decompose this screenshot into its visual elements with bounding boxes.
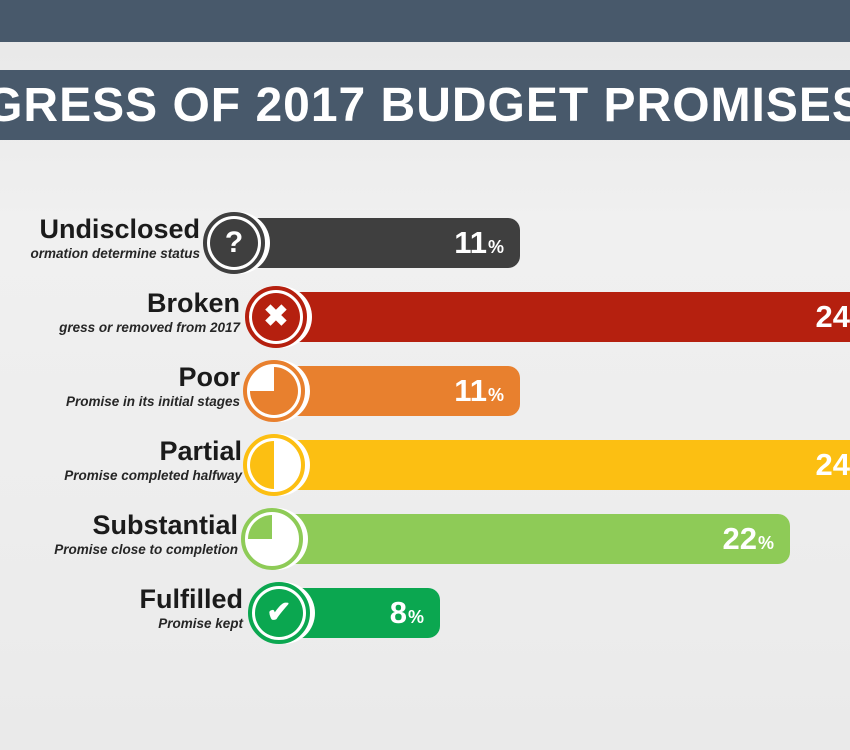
half-pie-icon [243,434,305,496]
bar-value: 8 [389,595,407,630]
bar-value: 22 [722,521,757,556]
category-label: Undisclosed [39,214,200,244]
icon-disc [250,367,298,415]
category-subtitle: Promise kept [158,616,243,632]
chart-row-undisclosed: Undisclosed ormation determine status 11… [0,212,850,274]
three-quarter-pie-icon [241,508,303,570]
percent-sign: % [487,385,504,405]
bar-substantial: 22% [266,514,790,564]
category-subtitle: Promise in its initial stages [65,394,240,410]
category-label-group: Poor Promise in its initial stages [65,362,240,410]
category-subtitle: gress or removed from 2017 [59,320,240,336]
icon-disc: ? [210,219,258,267]
quarter-pie-icon [243,360,305,422]
chart-row-broken: Broken gress or removed from 2017 24% ✖ [0,286,850,348]
icon-glyph: ✔ [266,596,292,629]
icon-glyph: ✖ [263,300,289,333]
category-label: Partial [159,436,242,466]
percent-sign: % [757,533,774,553]
chart-row-partial: Partial Promise completed halfway 24% [0,434,850,496]
category-subtitle: Promise close to completion [54,542,238,558]
bar-partial: 24% [268,440,850,490]
icon-disc [248,515,296,563]
bar-value: 11 [454,225,487,260]
bar-value: 24 [815,447,850,482]
bar-value: 11 [454,373,487,408]
category-label: Substantial [92,510,238,540]
category-label: Poor [178,362,240,392]
chart-row-poor: Poor Promise in its initial stages 11% [0,360,850,422]
icon-disc: ✖ [252,293,300,341]
category-label-group: Broken gress or removed from 2017 [59,288,240,336]
category-label: Broken [146,288,240,318]
check-icon: ✔ [248,582,310,644]
percent-sign: % [407,607,424,627]
category-label-group: Substantial Promise close to completion [54,510,238,558]
category-label-group: Partial Promise completed halfway [64,436,242,484]
percent-sign: % [487,237,504,257]
chart-row-substantial: Substantial Promise close to completion … [0,508,850,570]
category-label-group: Fulfilled Promise kept [139,584,244,632]
category-label: Fulfilled [139,584,244,614]
icon-disc: ✔ [255,589,303,637]
category-subtitle: ormation determine status [30,246,200,262]
page-title: GRESS OF 2017 BUDGET PROMISES [0,78,850,132]
question-icon: ? [203,212,265,274]
bar-poor: 11% [268,366,520,416]
category-subtitle: Promise completed halfway [64,468,242,484]
chart-row-fulfilled: Fulfilled Promise kept 8% ✔ [0,582,850,644]
bar-value: 24 [815,299,850,334]
icon-disc [250,441,298,489]
category-label-group: Undisclosed ormation determine status [30,214,200,262]
top-banner-strip [0,0,850,42]
title-banner: GRESS OF 2017 BUDGET PROMISES [0,70,850,140]
cross-icon: ✖ [245,286,307,348]
icon-glyph: ? [224,226,244,259]
bar-undisclosed: 11% [230,218,520,268]
bar-broken: 24% [270,292,850,342]
